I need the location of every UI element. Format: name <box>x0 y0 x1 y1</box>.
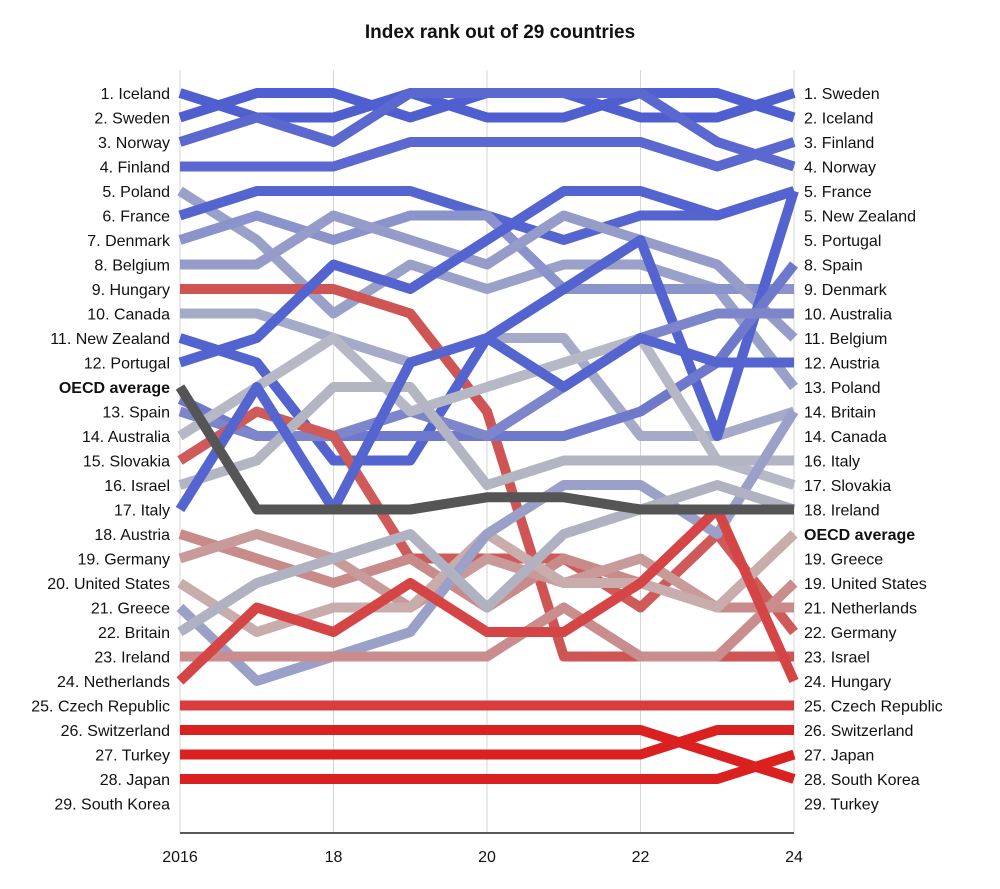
series-line-united-states <box>178 529 798 613</box>
right-label-oecd-average: OECD average <box>804 527 915 544</box>
left-label-21-greece: 21. Greece <box>91 601 170 618</box>
left-label-9-hungary: 9. Hungary <box>92 282 170 299</box>
x-tick-24: 24 <box>785 849 803 866</box>
right-label-10-australia: 10. Australia <box>804 307 892 324</box>
chart-title: Index rank out of 29 countries <box>364 22 636 43</box>
left-label-12-portugal: 12. Portugal <box>84 356 170 373</box>
left-label-14-australia: 14. Australia <box>82 429 170 446</box>
left-label-16-israel: 16. Israel <box>104 478 170 495</box>
left-label-18-austria: 18. Austria <box>94 527 170 544</box>
right-label-29-turkey: 29. Turkey <box>804 797 879 814</box>
left-label-19-germany: 19. Germany <box>78 552 170 569</box>
series-line-ireland <box>177 480 796 637</box>
left-label-1-iceland: 1. Iceland <box>101 86 170 103</box>
left-label-28-japan: 28. Japan <box>100 772 170 789</box>
right-label-14-canada: 14. Canada <box>804 429 887 446</box>
left-label-5-poland: 5. Poland <box>102 184 170 201</box>
right-label-16-italy: 16. Italy <box>804 454 860 471</box>
right-label-25-czech-republic: 25. Czech Republic <box>804 699 943 716</box>
x-tick-18: 18 <box>325 849 343 866</box>
left-label-6-france: 6. France <box>102 209 170 226</box>
right-label-26-switzerland: 26. Switzerland <box>804 723 913 740</box>
left-label-22-britain: 22. Britain <box>98 625 170 642</box>
left-label-27-turkey: 27. Turkey <box>95 748 170 765</box>
left-label-8-belgium: 8. Belgium <box>94 258 170 275</box>
right-label-13-poland: 13. Poland <box>804 380 881 397</box>
series-line-norway <box>178 88 796 172</box>
right-label-17-slovakia: 17. Slovakia <box>804 478 891 495</box>
x-tick-20: 20 <box>478 849 496 866</box>
series-line-poland <box>177 186 798 391</box>
series-line-czech-republic <box>176 504 799 685</box>
x-tick-22: 22 <box>632 849 650 866</box>
series-line-iceland <box>178 88 796 123</box>
right-label-21-netherlands: 21. Netherlands <box>804 601 917 618</box>
right-label-24-hungary: 24. Hungary <box>804 674 891 691</box>
left-label-25-czech-republic: 25. Czech Republic <box>31 699 170 716</box>
series-line-austria <box>175 333 794 515</box>
x-tick-labels: 2016 18 20 22 24 <box>162 849 803 866</box>
series-line-oecd-average <box>175 384 794 515</box>
right-label-9-denmark: 9. Denmark <box>804 282 888 299</box>
right-label-11-belgium: 11. Belgium <box>804 331 887 348</box>
right-label-5-new-zealand: 5. New Zealand <box>804 209 916 226</box>
left-label-4-finland: 4. Finland <box>100 160 170 177</box>
left-label-17-italy: 17. Italy <box>114 503 170 520</box>
right-label-19-united-states: 19. United States <box>804 576 927 593</box>
right-labels: 1. Sweden 2. Iceland 3. Finland 4. Norway 5.… <box>804 86 943 814</box>
left-label-20-united-states: 20. United States <box>47 576 170 593</box>
series-line-denmark <box>178 210 794 294</box>
right-label-12-austria: 12. Austria <box>804 356 880 373</box>
right-label-23-israel: 23. Israel <box>804 650 870 667</box>
left-label-26-switzerland: 26. Switzerland <box>61 723 170 740</box>
right-label-3-finland: 3. Finland <box>804 135 874 152</box>
left-label-3-norway: 3. Norway <box>98 135 170 152</box>
left-label-11-new-zealand: 11. New Zealand <box>50 331 170 348</box>
right-label-28-south-korea: 28. South Korea <box>804 772 920 789</box>
series-line-finland <box>180 137 796 172</box>
right-label-22-germany: 22. Germany <box>804 625 896 642</box>
series-line-britain <box>176 408 799 686</box>
left-label-29-south-korea: 29. South Korea <box>54 797 170 814</box>
left-label-oecd-average: OECD average <box>59 380 170 397</box>
right-label-14-britain: 14. Britain <box>804 405 876 422</box>
series-line-slovakia <box>177 333 796 490</box>
series-line-turkey <box>180 725 796 784</box>
x-tick-2016: 2016 <box>162 849 198 866</box>
right-label-2-iceland: 2. Iceland <box>804 111 873 128</box>
series-line-south-korea <box>180 749 796 784</box>
right-label-1-sweden: 1. Sweden <box>804 86 880 103</box>
left-label-13-spain: 13. Spain <box>102 405 170 422</box>
right-label-5-france: 5. France <box>804 184 872 201</box>
right-label-5-portugal: 5. Portugal <box>804 233 881 250</box>
right-label-4-norway: 4. Norway <box>804 160 876 177</box>
left-label-10-canada: 10. Canada <box>87 307 170 324</box>
series-line-belgium <box>180 210 798 342</box>
left-labels: 1. Iceland 2. Sweden 3. Norway 4. Finland 5.… <box>31 86 171 814</box>
series-line-portugal <box>178 186 796 368</box>
left-label-23-ireland: 23. Ireland <box>94 650 170 667</box>
series-line-netherlands <box>180 579 798 662</box>
series-lines <box>175 88 799 784</box>
right-label-8-spain: 8. Spain <box>804 258 863 275</box>
left-label-7-denmark: 7. Denmark <box>87 233 171 250</box>
left-label-24-netherlands: 24. Netherlands <box>57 674 170 691</box>
right-label-19-greece: 19. Greece <box>804 552 883 569</box>
right-label-18-ireland: 18. Ireland <box>804 503 880 520</box>
right-label-27-japan: 27. Japan <box>804 748 874 765</box>
left-label-15-slovakia: 15. Slovakia <box>83 454 170 471</box>
series-line-japan <box>180 725 794 760</box>
left-label-2-sweden: 2. Sweden <box>94 111 170 128</box>
